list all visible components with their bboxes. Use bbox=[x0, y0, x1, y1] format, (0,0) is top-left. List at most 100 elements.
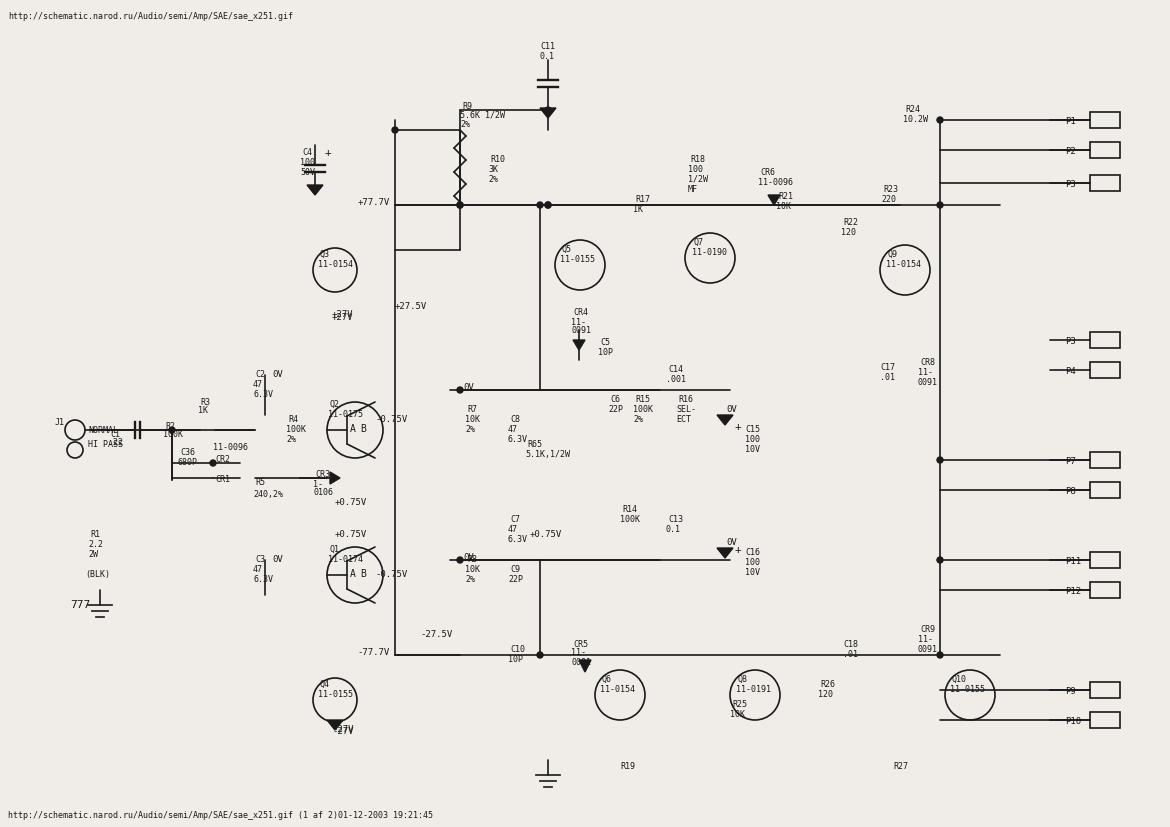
Text: 1K: 1K bbox=[198, 406, 208, 415]
Text: P8: P8 bbox=[1065, 487, 1075, 496]
Text: +0.75V: +0.75V bbox=[335, 530, 367, 539]
Text: .01: .01 bbox=[880, 373, 895, 382]
Text: 22P: 22P bbox=[508, 575, 523, 584]
Text: 2%: 2% bbox=[460, 120, 470, 129]
Circle shape bbox=[537, 652, 543, 658]
Circle shape bbox=[209, 460, 216, 466]
Text: CR5: CR5 bbox=[573, 640, 589, 649]
Text: P3: P3 bbox=[1065, 180, 1075, 189]
Circle shape bbox=[537, 202, 543, 208]
Text: http://schematic.narod.ru/Audio/semi/Amp/SAE/sae_x251.gif: http://schematic.narod.ru/Audio/semi/Amp… bbox=[8, 12, 292, 21]
Text: -0.75V: -0.75V bbox=[376, 415, 407, 424]
Text: 0V: 0V bbox=[271, 370, 283, 379]
Text: 120: 120 bbox=[841, 228, 856, 237]
Text: 10K: 10K bbox=[730, 710, 745, 719]
Polygon shape bbox=[717, 415, 732, 425]
Text: C16: C16 bbox=[745, 548, 760, 557]
Circle shape bbox=[457, 202, 463, 208]
Text: 11-0154: 11-0154 bbox=[600, 685, 635, 694]
Text: .001: .001 bbox=[666, 375, 686, 384]
Text: 10K: 10K bbox=[776, 202, 791, 211]
Text: 100K: 100K bbox=[163, 430, 183, 439]
Text: C18: C18 bbox=[844, 640, 858, 649]
Text: R14: R14 bbox=[622, 505, 636, 514]
Circle shape bbox=[457, 557, 463, 563]
Circle shape bbox=[168, 427, 176, 433]
Text: 0091: 0091 bbox=[571, 658, 591, 667]
Text: Q10: Q10 bbox=[952, 675, 966, 684]
Circle shape bbox=[937, 652, 943, 658]
Text: 0106: 0106 bbox=[314, 488, 333, 497]
Text: 6.3V: 6.3V bbox=[508, 535, 528, 544]
Text: +: + bbox=[735, 545, 742, 555]
Text: R16: R16 bbox=[677, 395, 693, 404]
Bar bbox=[1090, 582, 1120, 598]
Text: Q2: Q2 bbox=[330, 400, 340, 409]
Text: C1: C1 bbox=[110, 430, 121, 439]
Text: 120: 120 bbox=[818, 690, 833, 699]
Text: 11-0155: 11-0155 bbox=[560, 255, 596, 264]
Text: -0.75V: -0.75V bbox=[376, 570, 407, 579]
Text: +27V: +27V bbox=[332, 310, 353, 319]
Text: R1: R1 bbox=[90, 530, 99, 539]
Text: P11: P11 bbox=[1065, 557, 1081, 566]
Bar bbox=[1090, 682, 1120, 698]
Text: .01: .01 bbox=[844, 650, 858, 659]
Text: P7: P7 bbox=[1065, 457, 1075, 466]
Text: 0091: 0091 bbox=[918, 645, 938, 654]
Text: 1-: 1- bbox=[314, 480, 323, 489]
Text: R18: R18 bbox=[690, 155, 706, 164]
Text: 0V: 0V bbox=[727, 538, 737, 547]
Text: 100: 100 bbox=[745, 558, 760, 567]
Text: 10V: 10V bbox=[745, 568, 760, 577]
Text: 100: 100 bbox=[688, 165, 703, 174]
Text: 10K: 10K bbox=[464, 565, 480, 574]
Text: J1: J1 bbox=[55, 418, 66, 427]
Text: 11-: 11- bbox=[571, 318, 586, 327]
Text: 6.3V: 6.3V bbox=[253, 390, 273, 399]
Text: 11-0190: 11-0190 bbox=[691, 248, 727, 257]
Text: R5: R5 bbox=[255, 478, 264, 487]
Text: .22: .22 bbox=[108, 438, 123, 447]
Text: 220: 220 bbox=[881, 195, 896, 204]
Text: 10P: 10P bbox=[598, 348, 613, 357]
Text: R15: R15 bbox=[635, 395, 651, 404]
Text: 11-0096: 11-0096 bbox=[213, 443, 248, 452]
Text: 2.2: 2.2 bbox=[88, 540, 103, 549]
Bar bbox=[1090, 142, 1120, 158]
Text: 10K: 10K bbox=[464, 415, 480, 424]
Text: 2%: 2% bbox=[488, 175, 498, 184]
Circle shape bbox=[937, 457, 943, 463]
Text: 2%: 2% bbox=[464, 425, 475, 434]
Text: 2%: 2% bbox=[285, 435, 296, 444]
Text: P9: P9 bbox=[1065, 687, 1075, 696]
Bar bbox=[1090, 482, 1120, 498]
Text: 2W: 2W bbox=[88, 550, 98, 559]
Text: 10P: 10P bbox=[508, 655, 523, 664]
Circle shape bbox=[457, 387, 463, 393]
Text: 100K: 100K bbox=[633, 405, 653, 414]
Text: 2%: 2% bbox=[464, 575, 475, 584]
Text: 11-0175: 11-0175 bbox=[328, 410, 363, 419]
Circle shape bbox=[545, 202, 551, 208]
Text: 10V: 10V bbox=[745, 445, 760, 454]
Text: -27V: -27V bbox=[332, 725, 353, 734]
Circle shape bbox=[392, 127, 398, 133]
Bar bbox=[1090, 362, 1120, 378]
Polygon shape bbox=[573, 340, 585, 350]
Text: C5: C5 bbox=[600, 338, 610, 347]
Bar bbox=[1090, 112, 1120, 128]
Text: HI PASS: HI PASS bbox=[88, 440, 123, 449]
Text: 680P: 680P bbox=[178, 458, 198, 467]
Text: R22: R22 bbox=[844, 218, 858, 227]
Bar bbox=[1090, 452, 1120, 468]
Text: C6: C6 bbox=[610, 395, 620, 404]
Text: R26: R26 bbox=[820, 680, 835, 689]
Text: CR6: CR6 bbox=[760, 168, 775, 177]
Polygon shape bbox=[717, 548, 732, 558]
Text: P4: P4 bbox=[1065, 367, 1075, 376]
Text: C10: C10 bbox=[510, 645, 525, 654]
Circle shape bbox=[545, 202, 551, 208]
Text: 2%: 2% bbox=[633, 415, 644, 424]
Text: 6.3V: 6.3V bbox=[253, 575, 273, 584]
